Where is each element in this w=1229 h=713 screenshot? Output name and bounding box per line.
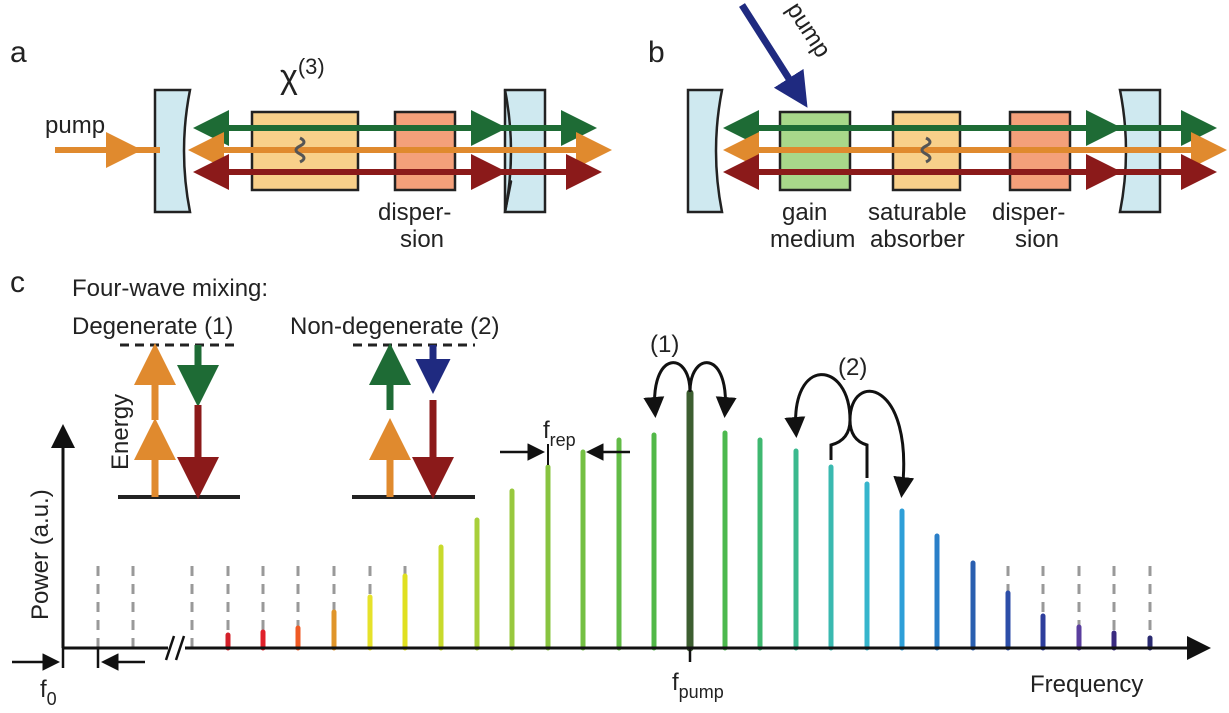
- y-axis-label: Power (a.u.): [27, 489, 54, 620]
- dispersion-label: disper-: [992, 199, 1065, 226]
- absorber-label: absorber: [870, 226, 965, 253]
- pump-label: pump: [45, 112, 105, 139]
- f-0-label: f0: [40, 676, 57, 709]
- chi-symbol: χ: [280, 58, 298, 96]
- comb: [98, 393, 1150, 648]
- panel-label: b: [648, 36, 665, 69]
- process-label: (1): [650, 331, 679, 358]
- mirror: [688, 90, 722, 212]
- dispersion-label: sion: [1015, 226, 1059, 253]
- figure: a χ(3) pump disper- sion b pump gain med…: [0, 0, 1229, 713]
- f-subscript: 0: [47, 689, 57, 709]
- dispersion-label: sion: [400, 226, 444, 253]
- degenerate-label: Degenerate (1): [72, 313, 233, 340]
- gain-label: gain: [782, 199, 827, 226]
- f-subscript: rep: [550, 430, 576, 450]
- mirror: [155, 90, 190, 212]
- page: {"panel_a":{"label":"a","chi":"χ","chi_o…: [0, 0, 1229, 713]
- process-label: (2): [838, 354, 867, 381]
- panel-label: a: [10, 36, 27, 69]
- nondegenerate-label: Non-degenerate (2): [290, 313, 499, 340]
- gain-label: medium: [770, 226, 855, 253]
- absorber-label: saturable: [868, 199, 967, 226]
- energy-label: Energy: [107, 394, 134, 470]
- fwm-title: Four-wave mixing:: [72, 275, 268, 302]
- energy-diagrams: [118, 345, 475, 497]
- chi-order: (3): [298, 54, 325, 79]
- f-subscript: pump: [679, 682, 724, 702]
- f-pump-label: fpump: [672, 669, 724, 702]
- chi-label: χ(3): [280, 54, 325, 96]
- x-axis-label: Frequency: [1030, 671, 1143, 698]
- pump-label: pump: [781, 0, 836, 62]
- panel-label: c: [10, 266, 25, 299]
- dispersion-label: disper-: [378, 199, 451, 226]
